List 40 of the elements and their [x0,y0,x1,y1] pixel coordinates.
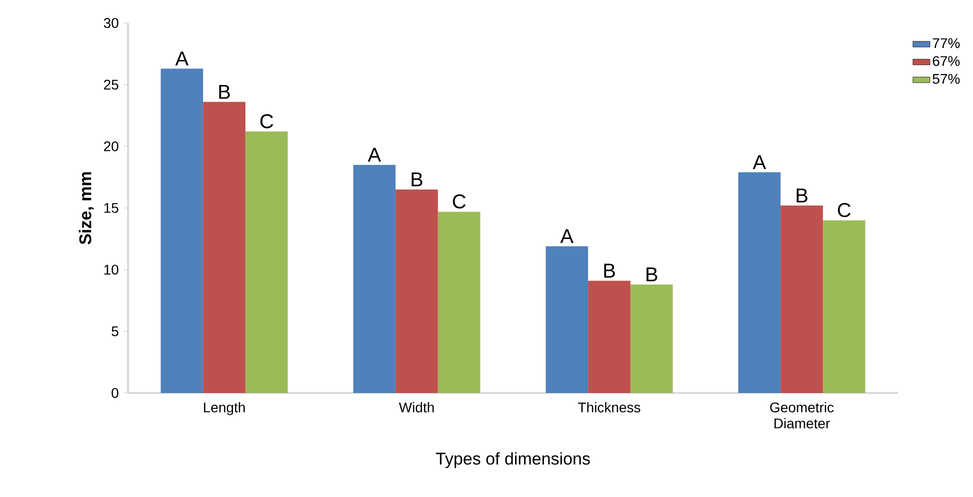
data-label: B [412,172,422,186]
bar [203,102,246,393]
bar [630,284,673,393]
bar [160,68,204,393]
y-tick-label: 10 [104,264,118,275]
y-tick-label: 5 [112,326,118,336]
x-tick-label: Thickness [578,402,640,412]
x-tick-label: Length [204,402,245,416]
data-label: B [646,268,658,282]
bar [353,164,396,393]
data-label: A [368,148,382,162]
legend-label: 57% [932,74,960,84]
bar [822,220,866,393]
legend-label: 77% [932,38,960,48]
data-label: A [175,52,189,66]
x-tick-label: Geometric Diameter [770,402,834,428]
y-tick-label: 0 [112,388,118,398]
data-label: C [260,114,274,128]
y-tick-label: 20 [104,141,118,152]
data-label: B [604,264,615,278]
bar [780,206,823,393]
legend-label: 67% [932,56,960,66]
bar [396,190,438,393]
data-label: B [219,84,230,99]
data-label: C [838,202,851,218]
bar [588,280,630,393]
y-tick-label: 15 [104,203,118,213]
y-axis-title: Size, mm [78,172,94,244]
y-tick-label: 30 [104,18,118,28]
data-label: A [560,229,574,244]
x-axis-title: Types of dimensions [436,452,590,468]
x-tick-label: Width [398,402,434,412]
data-label: A [752,155,766,170]
data-label: C [452,194,466,209]
bar [245,132,288,393]
bar [738,172,781,393]
bar [438,212,480,393]
data-label: B [796,188,808,202]
bar [546,246,588,393]
y-tick-label: 25 [104,80,118,90]
